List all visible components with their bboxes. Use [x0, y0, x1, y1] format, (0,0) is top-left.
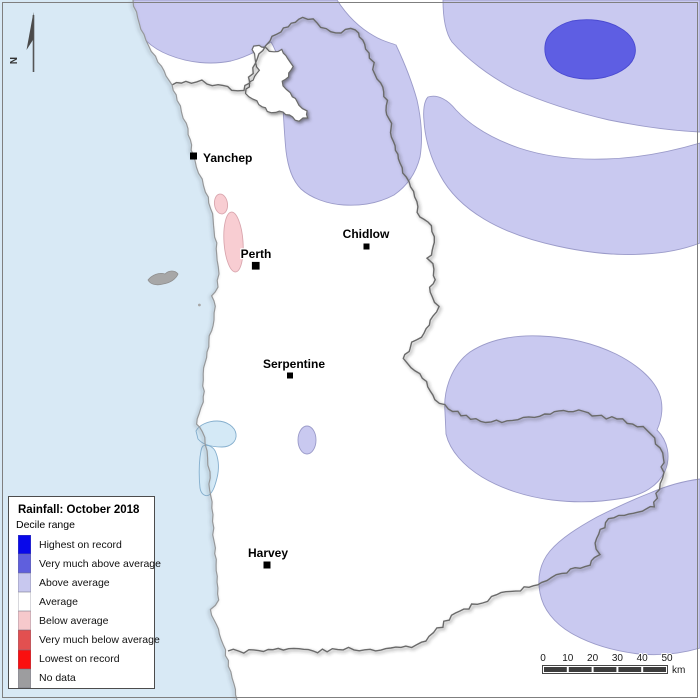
north-arrow-head: [26, 12, 34, 50]
city-label-serpentine: Serpentine: [263, 357, 325, 371]
city-layer: Yanchep Perth Chidlow Serpentine Harvey: [190, 150, 391, 569]
legend-item-label: Highest on record: [39, 538, 122, 551]
legend-swatch-no-data: [18, 668, 31, 688]
legend-subtitle: Decile range: [16, 519, 75, 531]
very-much-above-average-region: [544, 19, 636, 80]
legend-item-label: Average: [39, 595, 78, 608]
city-marker-perth: [251, 261, 261, 271]
below-average-spot-perth: [223, 211, 244, 273]
legend-swatch-average: [18, 592, 31, 612]
coastline: [132, 0, 238, 700]
scale-tick-0: 0: [540, 653, 546, 664]
scale-tick-20: 20: [587, 653, 599, 664]
legend-item: Very much below average: [18, 630, 160, 650]
above-average-region-bottom-right: [538, 478, 700, 656]
north-arrow-label: N: [7, 57, 18, 64]
legend-swatch-highest-on-record: [18, 535, 31, 555]
estuary-harvey: [198, 444, 219, 497]
legend-item: No data: [18, 668, 154, 688]
city-marker-yanchep: [190, 152, 197, 160]
city-label-harvey: Harvey: [248, 546, 288, 560]
city-marker-harvey: [263, 561, 271, 569]
legend-swatch-below-average: [18, 611, 31, 631]
north-arrow: N: [7, 12, 35, 72]
legend-item: Above average: [18, 573, 154, 593]
legend-swatch-lowest-on-record: [18, 649, 31, 669]
legend-item: Highest on record: [18, 535, 154, 555]
legend-swatch-above-average: [18, 573, 31, 593]
scale-bar-segment: [618, 667, 642, 672]
legend-item-label: Below average: [39, 614, 109, 627]
above-average-region-center-east: [444, 335, 669, 503]
legend-item-label: Above average: [39, 576, 110, 589]
legend-box: Rainfall: October 2018 Decile range High…: [8, 496, 161, 689]
above-average-region-mid-right: [423, 95, 700, 255]
region-boundary-pocket: [244, 44, 309, 122]
city-label-perth: Perth: [241, 247, 272, 261]
scale-bar-segment: [593, 667, 617, 672]
legend-swatch-very-much-above-average: [18, 554, 31, 574]
scale-unit-label: km: [672, 665, 685, 676]
island-rottnest: [147, 270, 179, 286]
below-average-spot-north: [213, 193, 229, 215]
city-label-chidlow: Chidlow: [343, 227, 390, 241]
estuary-peel-inlet: [195, 420, 237, 448]
legend-item-label: Very much below average: [39, 634, 160, 647]
scale-bar-segment: [643, 667, 666, 672]
islet-dot: [198, 303, 201, 307]
legend-item: Lowest on record: [18, 649, 154, 669]
above-average-region-top-west: [132, 0, 422, 206]
legend-item-label: Lowest on record: [39, 653, 120, 666]
scale-bar-segment: [568, 667, 592, 672]
region-boundary: [171, 16, 665, 654]
legend-title: Rainfall: October 2018: [18, 504, 140, 516]
legend-item: Very much above average: [18, 554, 161, 574]
city-marker-serpentine: [287, 372, 293, 379]
legend-swatch-very-much-below-average: [18, 630, 31, 650]
city-label-yanchep: Yanchep: [203, 151, 252, 165]
scale-bar: 0 10 20 30 40 50 km: [539, 652, 686, 677]
legend-item-label: Very much above average: [39, 557, 161, 570]
legend-items: Highest on record Very much above averag…: [18, 535, 161, 688]
scale-bar-segment: [544, 667, 567, 672]
scale-tick-40: 40: [637, 653, 649, 664]
scale-tick-30: 30: [612, 653, 624, 664]
scale-tick-10: 10: [562, 653, 574, 664]
legend-item: Below average: [18, 611, 154, 631]
legend-item: Average: [18, 592, 154, 612]
above-average-spot-small: [297, 425, 317, 455]
scale-tick-50: 50: [661, 653, 673, 664]
legend-item-label: No data: [39, 672, 76, 685]
city-marker-chidlow: [363, 243, 370, 250]
